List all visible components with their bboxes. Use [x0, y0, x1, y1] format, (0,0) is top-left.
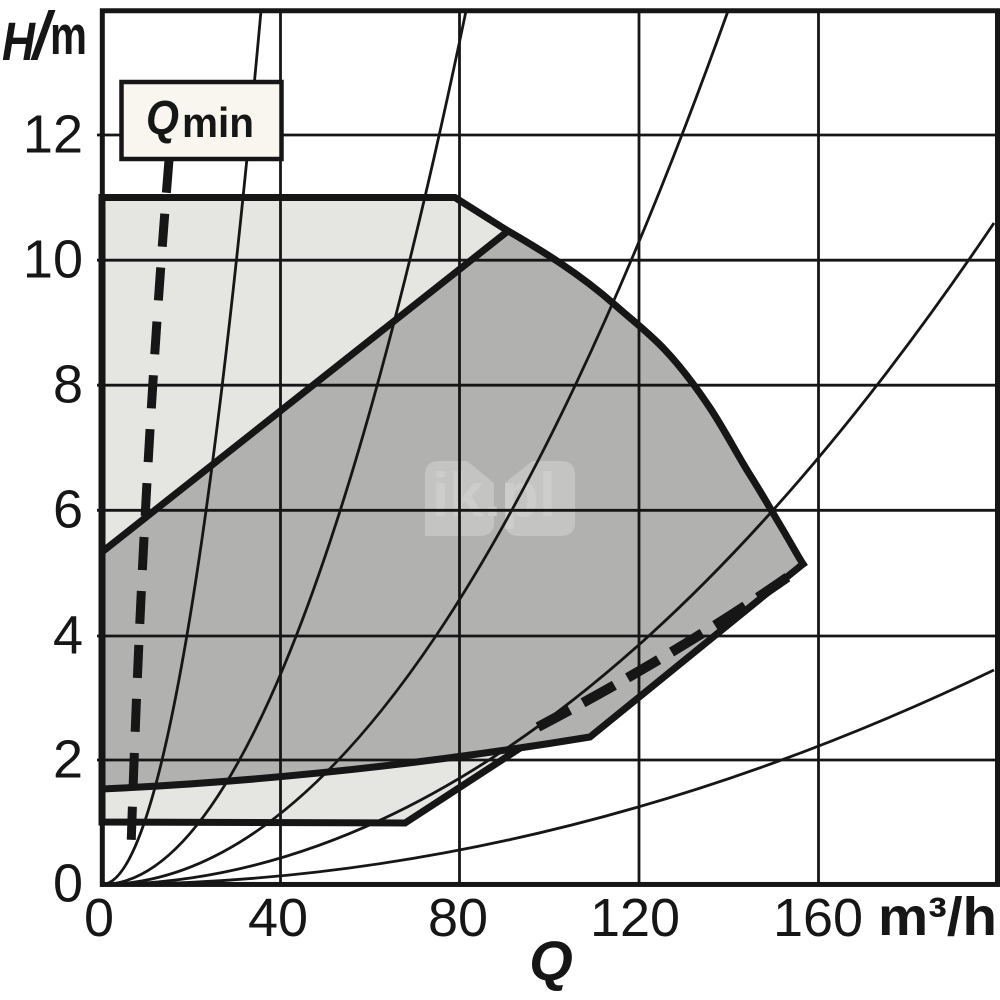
svg-text:12: 12 — [23, 105, 83, 165]
svg-text:0: 0 — [53, 854, 83, 914]
svg-text:8: 8 — [53, 355, 83, 415]
svg-text:6: 6 — [53, 480, 83, 540]
svg-text:40: 40 — [248, 888, 308, 948]
svg-text:ik.pl: ik.pl — [432, 461, 556, 530]
svg-text:4: 4 — [53, 606, 83, 666]
svg-text:2: 2 — [53, 730, 83, 790]
svg-text:120: 120 — [590, 888, 680, 948]
svg-text:10: 10 — [23, 230, 83, 290]
svg-text:H: H — [2, 12, 36, 72]
svg-text:min: min — [182, 99, 254, 146]
svg-text:m: m — [50, 4, 87, 66]
svg-text:0: 0 — [84, 888, 114, 948]
svg-text:m³/h: m³/h — [878, 887, 997, 947]
svg-text:160: 160 — [773, 888, 863, 948]
svg-text:Q: Q — [529, 929, 573, 992]
svg-text:Q: Q — [146, 92, 179, 145]
svg-text:80: 80 — [428, 888, 488, 948]
